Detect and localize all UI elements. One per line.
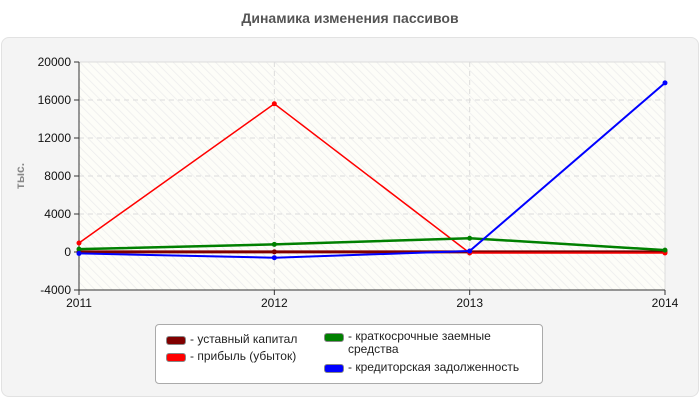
legend-swatch xyxy=(166,353,186,362)
legend-label: - краткосрочные заемные средства xyxy=(348,329,491,356)
chart-legend: - уставный капитал - прибыль (убыток) - … xyxy=(155,324,543,384)
data-series xyxy=(76,80,668,261)
legend-label: - прибыль (убыток) xyxy=(190,349,297,363)
legend-label: - кредиторская задолженность xyxy=(348,360,520,374)
legend-swatch xyxy=(324,364,344,373)
axes: -4000 0 4000 8000 12000 16000 20000 2011 2012 201… xyxy=(38,55,679,310)
svg-text:2013: 2013 xyxy=(456,296,483,310)
svg-text:2014: 2014 xyxy=(652,296,679,310)
svg-text:4000: 4000 xyxy=(44,207,71,221)
svg-text:8000: 8000 xyxy=(44,169,71,183)
legend-item-kreditorskaya[interactable]: - кредиторская задолженность xyxy=(324,361,519,374)
legend-item-kratkosrochnye[interactable]: - краткосрочные заемные средства xyxy=(324,330,534,356)
svg-text:2011: 2011 xyxy=(66,296,92,310)
svg-text:20000: 20000 xyxy=(38,55,72,69)
svg-text:16000: 16000 xyxy=(38,93,72,107)
y-axis-label: тыс. xyxy=(13,163,27,189)
chart-title: Динамика изменения пассивов xyxy=(241,10,459,26)
legend-item-pribyl[interactable]: - прибыль (убыток) xyxy=(166,350,296,363)
svg-text:2012: 2012 xyxy=(261,296,288,310)
legend-swatch xyxy=(324,333,344,342)
svg-text:12000: 12000 xyxy=(38,131,72,145)
svg-text:-4000: -4000 xyxy=(40,283,71,297)
legend-swatch xyxy=(166,336,186,345)
legend-item-ustavny-kapital[interactable]: - уставный капитал xyxy=(166,333,297,346)
svg-text:0: 0 xyxy=(64,245,71,259)
legend-label: - уставный капитал xyxy=(190,332,298,346)
